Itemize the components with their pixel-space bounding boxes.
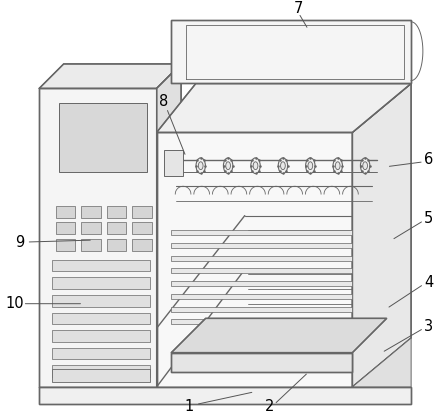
Text: 8: 8 bbox=[159, 94, 168, 109]
Text: 4: 4 bbox=[424, 275, 433, 290]
Polygon shape bbox=[163, 150, 183, 176]
Polygon shape bbox=[82, 206, 101, 217]
Text: 2: 2 bbox=[264, 399, 274, 414]
Polygon shape bbox=[52, 369, 150, 382]
Ellipse shape bbox=[198, 162, 203, 170]
Text: 10: 10 bbox=[5, 296, 24, 311]
Polygon shape bbox=[107, 206, 126, 217]
Polygon shape bbox=[39, 387, 411, 405]
Polygon shape bbox=[52, 330, 150, 342]
Text: 5: 5 bbox=[424, 211, 433, 226]
Text: 6: 6 bbox=[424, 152, 433, 167]
Polygon shape bbox=[82, 239, 101, 251]
Polygon shape bbox=[107, 239, 126, 251]
Polygon shape bbox=[52, 365, 150, 377]
Text: 3: 3 bbox=[424, 319, 433, 334]
Ellipse shape bbox=[363, 162, 368, 170]
Polygon shape bbox=[353, 338, 411, 387]
Ellipse shape bbox=[223, 158, 233, 173]
Polygon shape bbox=[52, 260, 150, 271]
Polygon shape bbox=[353, 83, 411, 387]
Polygon shape bbox=[52, 348, 150, 359]
Ellipse shape bbox=[280, 162, 285, 170]
Ellipse shape bbox=[335, 162, 340, 170]
Polygon shape bbox=[132, 222, 152, 234]
Ellipse shape bbox=[196, 158, 206, 173]
Ellipse shape bbox=[333, 158, 342, 173]
Polygon shape bbox=[132, 206, 152, 217]
Ellipse shape bbox=[278, 158, 288, 173]
Text: 1: 1 bbox=[184, 399, 194, 414]
Polygon shape bbox=[59, 103, 147, 171]
Polygon shape bbox=[39, 64, 181, 88]
Polygon shape bbox=[171, 20, 411, 83]
Polygon shape bbox=[39, 88, 157, 387]
Polygon shape bbox=[171, 353, 353, 372]
Polygon shape bbox=[82, 222, 101, 234]
Polygon shape bbox=[171, 281, 353, 286]
Ellipse shape bbox=[226, 162, 230, 170]
Ellipse shape bbox=[361, 158, 370, 173]
Ellipse shape bbox=[308, 162, 313, 170]
Polygon shape bbox=[157, 64, 181, 387]
Polygon shape bbox=[171, 307, 353, 312]
Polygon shape bbox=[56, 206, 75, 217]
Polygon shape bbox=[171, 256, 353, 261]
Polygon shape bbox=[157, 83, 411, 132]
Polygon shape bbox=[171, 230, 353, 235]
Polygon shape bbox=[132, 239, 152, 251]
Polygon shape bbox=[107, 222, 126, 234]
Polygon shape bbox=[171, 318, 387, 353]
Polygon shape bbox=[56, 222, 75, 234]
Polygon shape bbox=[52, 277, 150, 289]
Polygon shape bbox=[171, 294, 353, 299]
Polygon shape bbox=[157, 132, 353, 387]
Polygon shape bbox=[52, 312, 150, 324]
Ellipse shape bbox=[253, 162, 258, 170]
Ellipse shape bbox=[306, 158, 315, 173]
Polygon shape bbox=[171, 320, 353, 324]
Polygon shape bbox=[52, 295, 150, 307]
Text: 9: 9 bbox=[15, 234, 24, 249]
Ellipse shape bbox=[251, 158, 260, 173]
Polygon shape bbox=[171, 269, 353, 273]
Polygon shape bbox=[171, 243, 353, 248]
Text: 7: 7 bbox=[294, 1, 303, 16]
Polygon shape bbox=[56, 239, 75, 251]
